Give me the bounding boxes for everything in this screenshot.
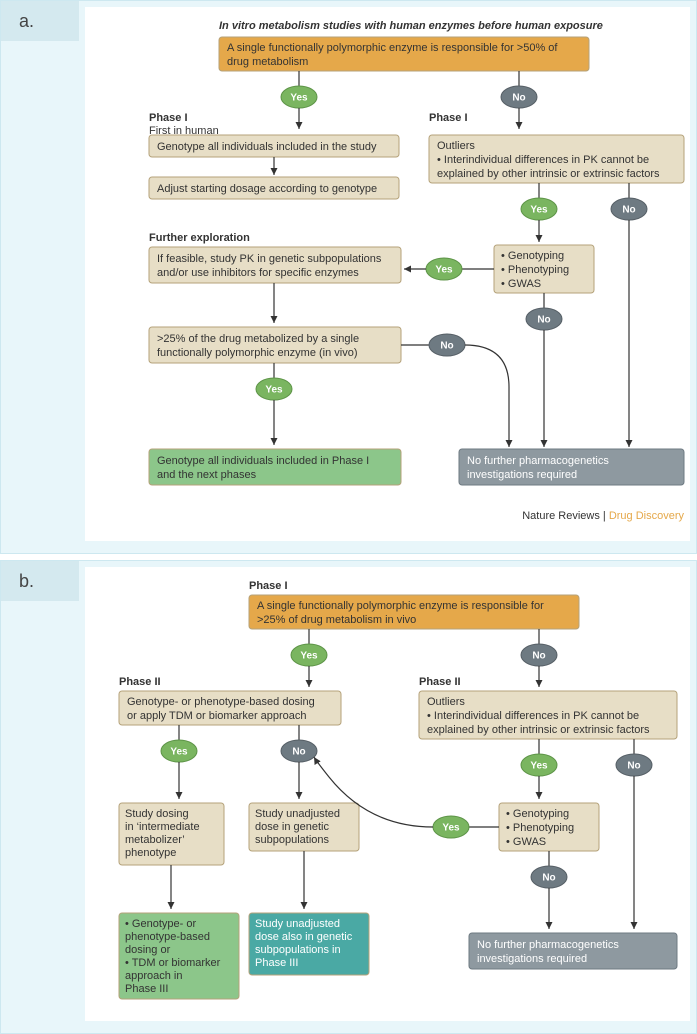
lefttop-b1: Genotype- or phenotype-based dosing bbox=[127, 696, 315, 708]
further-l1: If feasible, study PK in genetic subpopu… bbox=[157, 253, 382, 265]
gray-b-l2: investigations required bbox=[477, 953, 587, 965]
flowchart-b: Phase I A single functionally polymorphi… bbox=[99, 577, 689, 1007]
left-box2-text: Adjust starting dosage according to geno… bbox=[157, 183, 377, 195]
yes-b2: Yes bbox=[170, 747, 188, 758]
phase2-right: Phase II bbox=[419, 676, 461, 688]
sd-4: phenotype bbox=[125, 847, 176, 859]
further-l2: and/or use inhibitors for specific enzym… bbox=[157, 267, 359, 279]
gray-a-l1: No further pharmacogenetics bbox=[467, 455, 609, 467]
credit-black: Nature Reviews | bbox=[522, 510, 609, 522]
yes-label-3: Yes bbox=[435, 265, 453, 276]
outliers-b1-a: • Interindividual differences in PK cann… bbox=[437, 154, 649, 166]
phase2-left: Phase II bbox=[119, 676, 161, 688]
no-label-2: No bbox=[622, 205, 635, 216]
sd-3: metabolizer’ bbox=[125, 834, 185, 846]
su-2: dose in genetic bbox=[255, 821, 329, 833]
gwas-b-2: • Phenotyping bbox=[506, 822, 574, 834]
sd-2: in ‘intermediate bbox=[125, 821, 200, 833]
panel-a-title: In vitro metabolism studies with human e… bbox=[219, 20, 603, 32]
yes-b1: Yes bbox=[300, 651, 318, 662]
outliers-b-b2: explained by other intrinsic or extrinsi… bbox=[427, 724, 650, 736]
yes-b4: Yes bbox=[442, 823, 460, 834]
panel-b: b. Phase I A single functionally polymor… bbox=[0, 560, 697, 1034]
outliers-hdr-a: Outliers bbox=[437, 140, 475, 152]
tb-1: Study unadjusted bbox=[255, 918, 340, 930]
panel-b-inner: Phase I A single functionally polymorphi… bbox=[85, 567, 690, 1021]
panel-b-label: b. bbox=[1, 561, 79, 601]
left-box1-text: Genotype all individuals included in the… bbox=[157, 141, 377, 153]
phase1-left-hdr: Phase I bbox=[149, 112, 188, 124]
yes-b3: Yes bbox=[530, 761, 548, 772]
outliers-hdr-b: Outliers bbox=[427, 696, 465, 708]
gwas-a-1: • Genotyping bbox=[501, 250, 564, 262]
no-b1: No bbox=[532, 651, 545, 662]
tb-3: subpopulations in bbox=[255, 944, 341, 956]
orange-a-l2: drug metabolism bbox=[227, 56, 308, 68]
gwas-b-1: • Genotyping bbox=[506, 808, 569, 820]
gb-4: • TDM or biomarker bbox=[125, 957, 221, 969]
yes-label-4: Yes bbox=[265, 385, 283, 396]
flowchart-a: In vitro metabolism studies with human e… bbox=[99, 17, 689, 527]
no-b4: No bbox=[542, 873, 555, 884]
gb-2: phenotype-based bbox=[125, 931, 210, 943]
outliers-b-b1: • Interindividual differences in PK cann… bbox=[427, 710, 639, 722]
panel-b-title: Phase I bbox=[249, 580, 288, 592]
pct25-l2: functionally polymorphic enzyme (in vivo… bbox=[157, 347, 358, 359]
gray-b-l1: No further pharmacogenetics bbox=[477, 939, 619, 951]
orange-a-l1: A single functionally polymorphic enzyme… bbox=[227, 42, 558, 54]
pct25-l1: >25% of the drug metabolized by a single bbox=[157, 333, 359, 345]
lefttop-b2: or apply TDM or biomarker approach bbox=[127, 710, 307, 722]
yes-label: Yes bbox=[290, 93, 308, 104]
yes-label-2: Yes bbox=[530, 205, 548, 216]
orange-b-l1: A single functionally polymorphic enzyme… bbox=[257, 600, 544, 612]
further-hdr: Further exploration bbox=[149, 232, 250, 244]
su-1: Study unadjusted bbox=[255, 808, 340, 820]
green-a-l1: Genotype all individuals included in Pha… bbox=[157, 455, 369, 467]
no-label-3: No bbox=[537, 315, 550, 326]
tb-2: dose also in genetic bbox=[255, 931, 353, 943]
gb-3: dosing or bbox=[125, 944, 171, 956]
sd-1: Study dosing bbox=[125, 808, 189, 820]
gwas-b-3: • GWAS bbox=[506, 836, 546, 848]
panel-a-label: a. bbox=[1, 1, 79, 41]
credit: Nature Reviews | Drug Discovery bbox=[522, 510, 684, 522]
panel-a: a. In vitro metabolism studies with huma… bbox=[0, 0, 697, 554]
green-a-l2: and the next phases bbox=[157, 469, 257, 481]
gb-1: • Genotype- or bbox=[125, 918, 196, 930]
panel-a-inner: In vitro metabolism studies with human e… bbox=[85, 7, 690, 541]
gwas-a-2: • Phenotyping bbox=[501, 264, 569, 276]
no-b3: No bbox=[627, 761, 640, 772]
no-label-4: No bbox=[440, 341, 453, 352]
outliers-b2-a: explained by other intrinsic or extrinsi… bbox=[437, 168, 660, 180]
gray-a-l2: investigations required bbox=[467, 469, 577, 481]
credit-orange: Drug Discovery bbox=[609, 510, 685, 522]
tb-4: Phase III bbox=[255, 957, 298, 969]
no-b2: No bbox=[292, 747, 305, 758]
no-label: No bbox=[512, 93, 525, 104]
gwas-a-3: • GWAS bbox=[501, 278, 541, 290]
su-3: subpopulations bbox=[255, 834, 330, 846]
gb-6: Phase III bbox=[125, 983, 168, 995]
gb-5: approach in bbox=[125, 970, 183, 982]
phase1-right-hdr: Phase I bbox=[429, 112, 468, 124]
orange-b-l2: >25% of drug metabolism in vivo bbox=[257, 614, 416, 626]
